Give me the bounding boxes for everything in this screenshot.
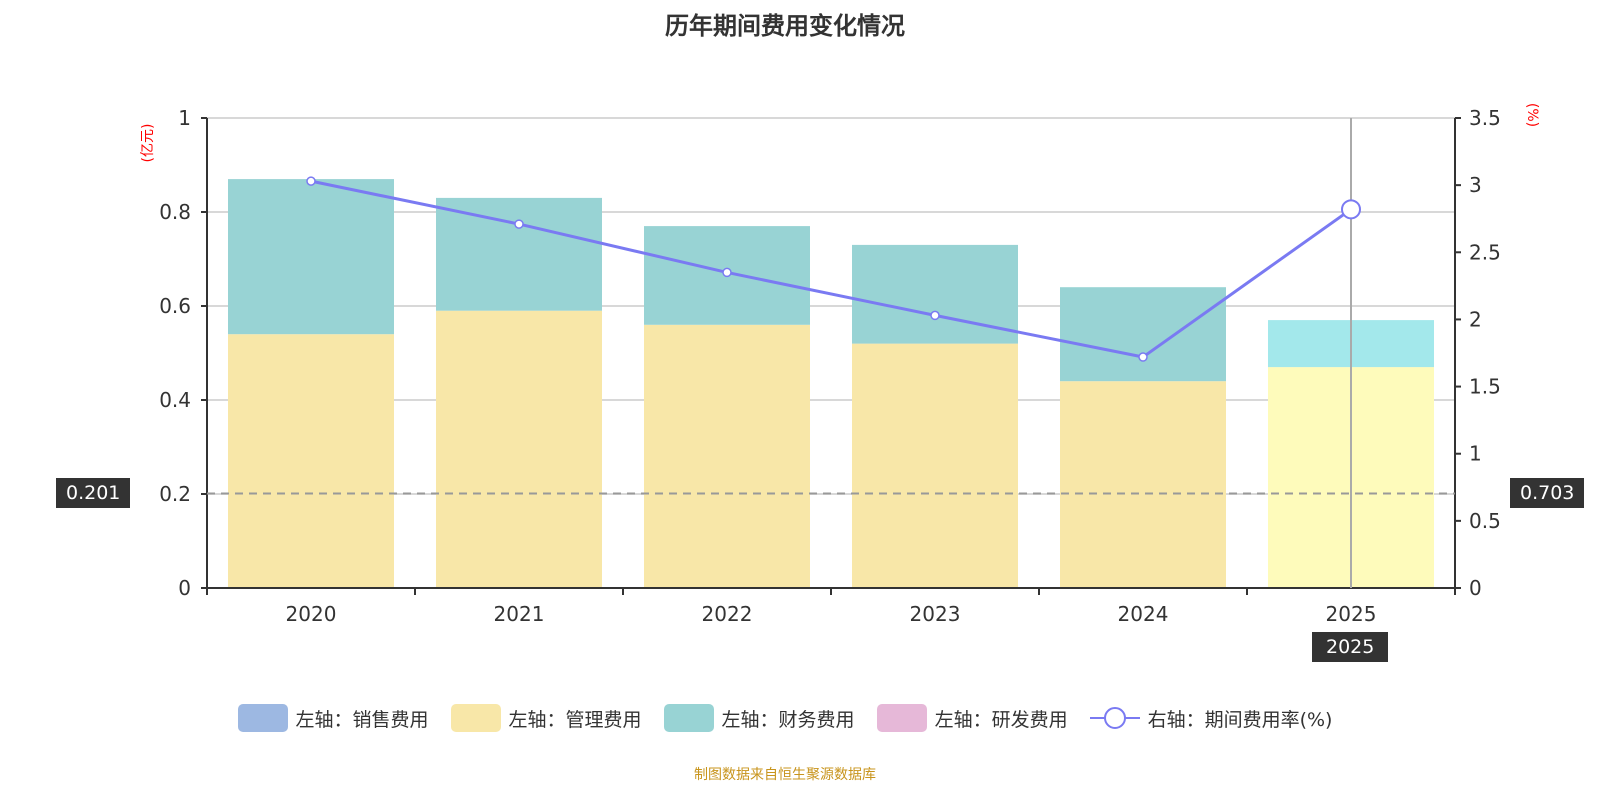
legend-label: 左轴：财务费用 xyxy=(721,708,855,731)
left-tick-label: 1 xyxy=(178,106,191,130)
right-tick-label: 3.5 xyxy=(1469,106,1501,130)
x-tick-label: 2024 xyxy=(1118,602,1169,626)
chart-title: 历年期间费用变化情况 xyxy=(665,12,905,40)
right-tick-label: 0 xyxy=(1469,576,1482,600)
source-note: 制图数据来自恒生聚源数据库 xyxy=(694,767,876,783)
rate-point-2024 xyxy=(1138,352,1148,362)
legend-swatch xyxy=(876,704,927,732)
left-tick-label: 0 xyxy=(178,576,191,600)
x-tick-label: 2025 xyxy=(1326,602,1377,626)
right-tick-label: 0.5 xyxy=(1469,509,1501,533)
bar-2021 xyxy=(436,310,602,588)
bar-2023 xyxy=(852,343,1018,588)
crosshair-right-value: 0.703 xyxy=(1510,478,1585,508)
left-axis-label: (亿元) xyxy=(140,124,156,163)
rate-point-2021 xyxy=(514,219,524,229)
legend: 左轴：销售费用 左轴：管理费用 左轴：财务费用 左轴：研发费用 右轴：期间费用率(%) xyxy=(0,704,1570,732)
bar-2021 xyxy=(436,197,602,311)
legend-label: 右轴：期间费用率(%) xyxy=(1147,708,1333,731)
crosshair-x-label: 2025 xyxy=(1312,632,1389,662)
legend-item[interactable]: 右轴：期间费用率(%) xyxy=(1089,704,1333,732)
legend-item[interactable]: 左轴：销售费用 xyxy=(237,704,429,732)
bar-2020 xyxy=(228,334,394,588)
right-tick-label: 2.5 xyxy=(1469,240,1501,264)
x-tick-label: 2023 xyxy=(910,602,961,626)
legend-label: 左轴：销售费用 xyxy=(295,708,429,731)
x-tick-label: 2021 xyxy=(494,602,545,626)
legend-swatch xyxy=(237,704,288,732)
rate-point-2025 xyxy=(1341,199,1361,220)
right-axis-label: (%) xyxy=(1524,103,1540,127)
legend-swatch xyxy=(663,704,714,732)
left-tick-label: 0.6 xyxy=(159,294,191,318)
bar-2024 xyxy=(1060,381,1226,588)
crosshair-left-value: 0.201 xyxy=(56,478,131,508)
x-tick-label: 2022 xyxy=(702,602,753,626)
right-tick-label: 1.5 xyxy=(1469,375,1501,399)
right-tick-label: 1 xyxy=(1469,442,1482,466)
bar-2023 xyxy=(852,244,1018,344)
legend-swatch xyxy=(450,704,501,732)
bar-2020 xyxy=(228,179,394,335)
left-tick-label: 0.8 xyxy=(159,200,191,224)
right-tick-label: 3 xyxy=(1469,173,1482,197)
rate-point-2020 xyxy=(306,176,316,186)
bar-2024 xyxy=(1060,287,1226,382)
rate-line xyxy=(310,179,1352,359)
legend-item[interactable]: 左轴：研发费用 xyxy=(876,704,1068,732)
left-tick-label: 0.4 xyxy=(159,388,191,412)
legend-label: 左轴：研发费用 xyxy=(934,708,1068,731)
legend-item[interactable]: 左轴：财务费用 xyxy=(663,704,855,732)
right-tick-label: 2 xyxy=(1469,307,1482,331)
x-tick-label: 2020 xyxy=(286,602,337,626)
left-tick-label: 0.2 xyxy=(159,482,191,506)
legend-item[interactable]: 左轴：管理费用 xyxy=(450,704,642,732)
bar-2022 xyxy=(644,324,810,588)
legend-label: 左轴：管理费用 xyxy=(508,708,642,731)
rate-point-2023 xyxy=(930,310,940,321)
rate-point-2022 xyxy=(722,267,732,278)
legend-line-marker-icon xyxy=(1089,707,1140,729)
